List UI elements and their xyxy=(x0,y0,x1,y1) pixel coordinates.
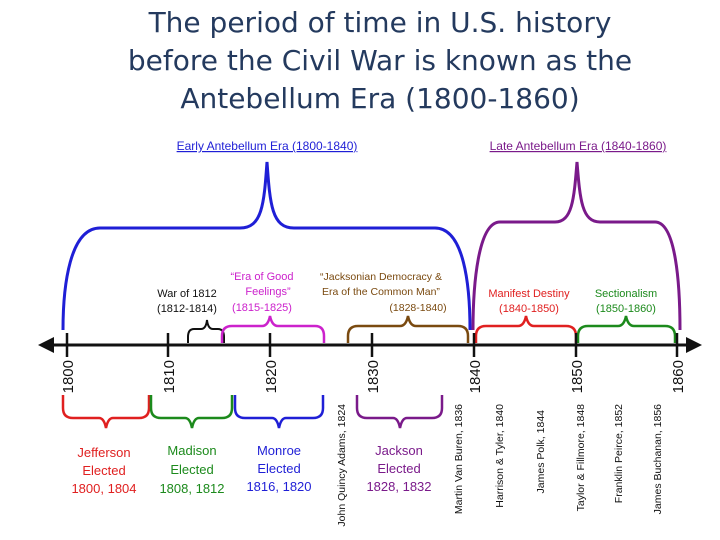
svg-text:(1815-1825): (1815-1825) xyxy=(232,302,292,314)
svg-text:1808, 1812: 1808, 1812 xyxy=(159,481,224,496)
rotated-president-harrison-tyler: Harrison & Tyler, 1840 xyxy=(494,404,506,508)
title-line-2: before the Civil War is known as the xyxy=(127,44,633,77)
svg-text:Elected: Elected xyxy=(170,462,213,477)
jefferson-brace xyxy=(61,395,151,429)
svg-text:1800, 1804: 1800, 1804 xyxy=(71,481,136,496)
good-feelings-brace xyxy=(220,315,326,343)
rotated-president-taylor-fillmore: Taylor & Fillmore, 1848 xyxy=(575,404,587,512)
jacksonian-democracy-label: “Jacksonian Democracy & Era of the Commo… xyxy=(320,271,447,314)
early-era-brace xyxy=(61,161,472,331)
year-label-1800: 1800 xyxy=(60,360,77,393)
timeline-axis xyxy=(38,333,702,357)
jackson-brace xyxy=(355,395,444,429)
year-label-1850: 1850 xyxy=(569,360,586,393)
jackson-label: Jackson Elected 1828, 1832 xyxy=(366,443,431,494)
svg-text:(1850-1860): (1850-1860) xyxy=(596,303,656,315)
svg-text:Era of the Common Man”: Era of the Common Man” xyxy=(322,286,440,298)
monroe-label: Monroe Elected 1816, 1820 xyxy=(246,443,311,494)
madison-brace xyxy=(149,395,234,429)
svg-text:(1828-1840): (1828-1840) xyxy=(389,302,446,314)
year-label-1810: 1810 xyxy=(161,360,178,393)
monroe-brace xyxy=(233,395,325,429)
rotated-president-polk: James Polk, 1844 xyxy=(535,410,547,494)
madison-label: Madison Elected 1808, 1812 xyxy=(159,443,224,496)
svg-text:(1812-1814): (1812-1814) xyxy=(157,303,217,315)
svg-text:Manifest Destiny: Manifest Destiny xyxy=(488,288,570,300)
svg-text:1816, 1820: 1816, 1820 xyxy=(246,479,311,494)
manifest-destiny-label: Manifest Destiny (1840-1850) xyxy=(488,288,570,315)
year-label-1860: 1860 xyxy=(670,360,687,393)
manifest-destiny-brace xyxy=(474,315,578,343)
page-title: The period of time in U.S. history befor… xyxy=(0,4,720,118)
svg-text:(1840-1850): (1840-1850) xyxy=(499,303,559,315)
svg-text:War of 1812: War of 1812 xyxy=(157,288,217,300)
late-era-label: Late Antebellum Era (1840-1860) xyxy=(490,139,667,153)
svg-text:Feelings”: Feelings” xyxy=(245,286,291,298)
svg-text:“Era of Good: “Era of Good xyxy=(231,271,294,283)
svg-text:Elected: Elected xyxy=(82,463,125,478)
rotated-president-pierce: Franklin Peirce, 1852 xyxy=(613,404,625,503)
jacksonian-brace xyxy=(346,315,470,343)
war-of-1812-brace xyxy=(187,319,225,343)
sectionalism-brace xyxy=(576,315,677,343)
late-era-brace xyxy=(471,161,682,331)
rotated-president-van-buren: Martin Van Buren, 1836 xyxy=(453,404,465,514)
svg-text:Monroe: Monroe xyxy=(257,443,301,458)
early-era-label: Early Antebellum Era (1800-1840) xyxy=(177,139,358,153)
title-line-1: The period of time in U.S. history xyxy=(148,6,612,39)
svg-text:Madison: Madison xyxy=(167,443,216,458)
rotated-president-jq-adams: John Quincy Adams, 1824 xyxy=(336,404,348,527)
war-of-1812-label: War of 1812 (1812-1814) xyxy=(157,288,217,315)
svg-text:Jefferson: Jefferson xyxy=(77,445,130,460)
svg-text:Sectionalism: Sectionalism xyxy=(595,288,657,300)
sectionalism-label: Sectionalism (1850-1860) xyxy=(595,288,657,315)
title-line-3: Antebellum Era (1800-1860) xyxy=(180,82,580,115)
svg-text:Elected: Elected xyxy=(377,461,420,476)
rotated-president-buchanan: James Buchanan, 1856 xyxy=(652,404,664,514)
good-feelings-label: “Era of Good Feelings” (1815-1825) xyxy=(231,271,294,314)
year-label-1830: 1830 xyxy=(365,360,382,393)
svg-text:1828, 1832: 1828, 1832 xyxy=(366,479,431,494)
jefferson-label: Jefferson Elected 1800, 1804 xyxy=(71,445,136,496)
svg-text:“Jacksonian Democracy &: “Jacksonian Democracy & xyxy=(320,271,442,283)
svg-text:Elected: Elected xyxy=(257,461,300,476)
year-label-1840: 1840 xyxy=(467,360,484,393)
svg-text:Jackson: Jackson xyxy=(375,443,423,458)
year-label-1820: 1820 xyxy=(263,360,280,393)
